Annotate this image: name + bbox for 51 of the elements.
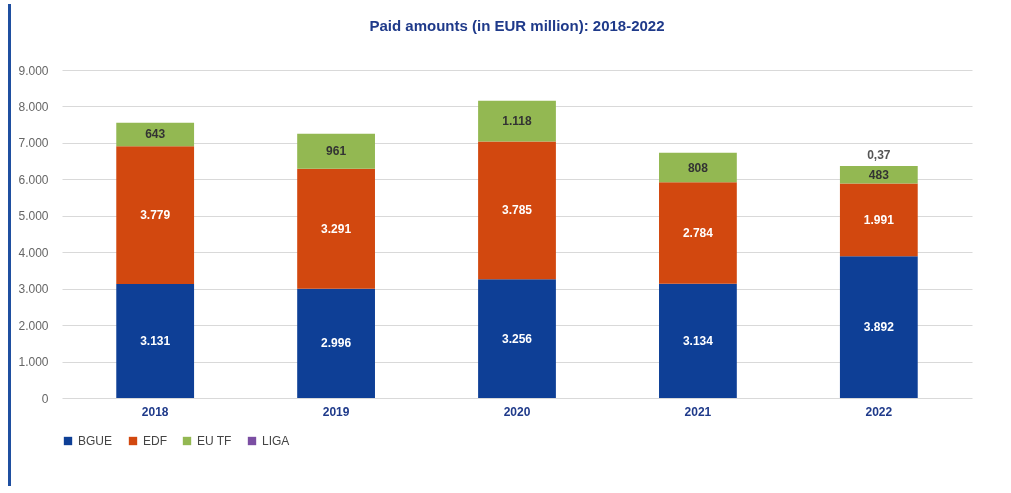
- bar: [116, 283, 195, 398]
- y-tick-label: 8.000: [18, 99, 49, 114]
- bar: [478, 141, 556, 280]
- bar: [659, 182, 737, 284]
- data-label: 3.256: [501, 331, 533, 346]
- bar: [839, 256, 918, 398]
- bar: [297, 288, 375, 398]
- x-tick-label: 2018: [141, 404, 169, 419]
- y-tick-label: 3.000: [18, 282, 49, 297]
- data-label: 643: [145, 127, 166, 142]
- data-label: 808: [687, 160, 709, 175]
- data-label: 3.291: [321, 221, 352, 236]
- chart-title: Paid amounts (in EUR million): 2018-2022: [369, 17, 665, 34]
- y-tick-label: 7.000: [18, 136, 49, 151]
- bar: [478, 100, 556, 142]
- data-label: 961: [326, 144, 347, 159]
- legend-label: LIGA: [262, 434, 290, 448]
- data-label: 1.118: [502, 114, 533, 129]
- bar: [116, 122, 195, 147]
- data-label: 483: [868, 167, 890, 182]
- x-tick-label: 2021: [684, 404, 712, 419]
- data-label: 3.779: [140, 208, 171, 223]
- bar: [297, 133, 375, 169]
- data-label: 3.892: [863, 320, 895, 335]
- y-tick-label: 6.000: [18, 172, 49, 187]
- y-tick-label: 1.000: [18, 355, 49, 370]
- y-tick-label: 5.000: [18, 209, 49, 224]
- legend-label: BGUE: [78, 434, 113, 448]
- legend-label: EDF: [143, 434, 167, 448]
- legend-label: EU TF: [197, 434, 232, 448]
- bar: [297, 168, 375, 289]
- bar: [839, 183, 918, 257]
- bar: [478, 279, 556, 398]
- y-tick-label: 9.000: [18, 63, 49, 78]
- data-label: 2.996: [321, 336, 352, 351]
- x-tick-label: 2022: [865, 404, 893, 419]
- data-label: 0,37: [867, 147, 891, 162]
- data-label: 3.134: [682, 333, 714, 348]
- data-label: 3.131: [140, 333, 171, 348]
- data-label: 3.785: [501, 203, 533, 218]
- bar: [659, 283, 737, 398]
- x-tick-label: 2020: [503, 404, 531, 419]
- bar: [839, 165, 918, 184]
- data-label: 1.991: [863, 212, 895, 227]
- y-tick-label: 0: [41, 391, 49, 406]
- bar: [116, 146, 195, 284]
- y-tick-label: 2.000: [18, 318, 49, 333]
- data-label: 2.784: [682, 226, 714, 241]
- y-tick-label: 4.000: [18, 245, 49, 260]
- x-tick-label: 2019: [322, 404, 350, 419]
- bar: [659, 152, 737, 183]
